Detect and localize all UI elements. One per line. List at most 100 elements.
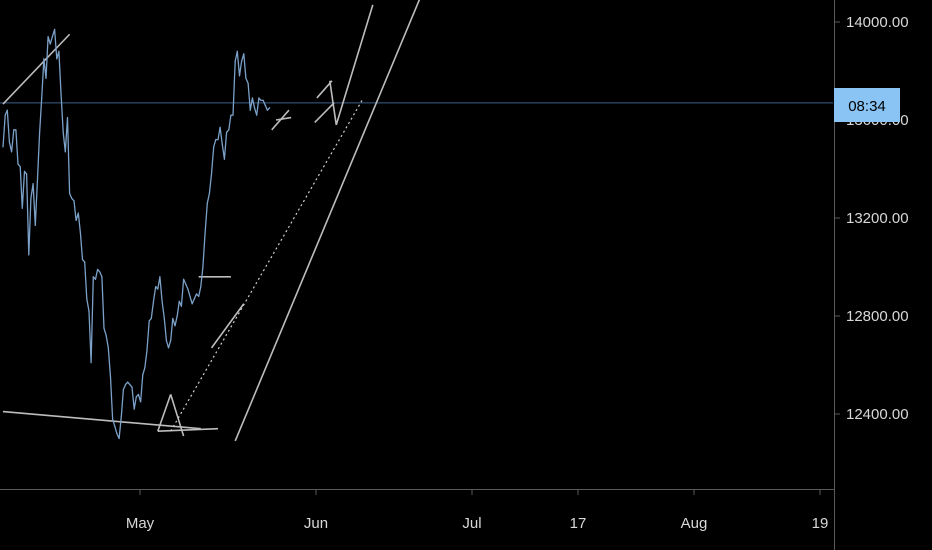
series-point (2, 146, 4, 148)
series-point (105, 335, 107, 337)
series-point (208, 192, 210, 195)
series-point (165, 339, 167, 342)
series-point (103, 327, 105, 329)
series-point (90, 361, 92, 364)
series-point (232, 114, 234, 116)
series-point (122, 388, 124, 391)
series-point (204, 232, 206, 234)
series-point (144, 366, 146, 369)
series-point (174, 325, 176, 327)
series-point (157, 288, 159, 290)
series-point (167, 347, 170, 349)
series-point (88, 310, 90, 312)
series-point (189, 295, 191, 297)
series-point (202, 266, 204, 268)
x-tick-label: 17 (570, 515, 587, 532)
series-point (253, 107, 256, 109)
series-point (116, 433, 118, 435)
series-point (163, 317, 165, 320)
trendline-3 (157, 394, 172, 432)
series-point (120, 415, 122, 418)
series-point (206, 202, 208, 204)
series-point (228, 129, 230, 131)
series-point (77, 212, 79, 214)
series-point (264, 104, 266, 106)
trendline-8 (275, 116, 292, 121)
series-point (41, 97, 43, 99)
series-point (213, 146, 215, 148)
series-point (241, 60, 243, 62)
series-point (94, 278, 97, 280)
series-point (217, 139, 219, 141)
x-tick-label: May (126, 515, 155, 532)
series-point (193, 298, 195, 300)
y-tick-label: 12800.00 (846, 308, 909, 325)
dotted-trendline-14 (170, 100, 363, 432)
current-price-label-box (834, 88, 900, 122)
x-tick-label: Jul (462, 515, 481, 532)
time-axis[interactable]: May Jun Jul 17 Aug 19 (126, 489, 829, 532)
series-point (215, 139, 217, 141)
trendline-12 (335, 4, 374, 126)
series-point (23, 170, 26, 173)
series-point (11, 151, 13, 153)
series-point (178, 300, 180, 302)
series-point (150, 317, 152, 320)
series-point (172, 317, 174, 320)
trendline-6 (210, 303, 245, 349)
series-point (187, 288, 189, 290)
y-tick-label: 14000.00 (846, 14, 909, 31)
series-point (258, 97, 260, 99)
series-point (221, 143, 223, 146)
series-point (58, 50, 60, 53)
series-point (118, 437, 120, 440)
series-point (262, 99, 264, 101)
series-point (210, 173, 213, 175)
series-point (97, 268, 99, 271)
series-point (34, 224, 36, 226)
series-point (30, 197, 32, 199)
series-point (127, 381, 129, 383)
series-point (129, 384, 131, 386)
current-price-label: 08:34 (834, 88, 900, 122)
series-point (223, 158, 226, 160)
series-point (135, 396, 137, 398)
series-point (249, 109, 251, 111)
series-point (226, 131, 228, 133)
x-tick-label: Aug (681, 515, 708, 532)
series-point (79, 232, 81, 234)
x-tick-label: 19 (812, 515, 829, 532)
series-point (155, 286, 157, 288)
trendline-4 (169, 394, 185, 437)
series-point (114, 425, 116, 427)
series-point (176, 315, 178, 317)
trendline-0 (2, 33, 71, 105)
series-point (234, 60, 236, 62)
series-point (180, 305, 183, 307)
y-tick-label: 12400.00 (846, 406, 909, 423)
series-point (28, 254, 30, 256)
series-line-0 (2, 28, 271, 440)
series-point (69, 192, 71, 195)
series-point (71, 197, 73, 199)
series-point (109, 376, 112, 378)
series-point (49, 43, 51, 45)
series-point (6, 109, 8, 111)
series-point (236, 50, 238, 53)
trendline-11 (329, 80, 338, 126)
series-point (101, 276, 103, 278)
series-point (13, 129, 15, 131)
series-point (36, 180, 39, 182)
series-point (137, 393, 140, 395)
series-point (62, 131, 64, 133)
series-point (256, 114, 258, 116)
trendline-1 (2, 410, 201, 430)
trendline-2 (157, 427, 219, 432)
series-point (152, 300, 155, 302)
series-point (99, 271, 101, 273)
series-point (84, 261, 86, 263)
series-point (230, 114, 232, 116)
series-point (19, 165, 21, 168)
